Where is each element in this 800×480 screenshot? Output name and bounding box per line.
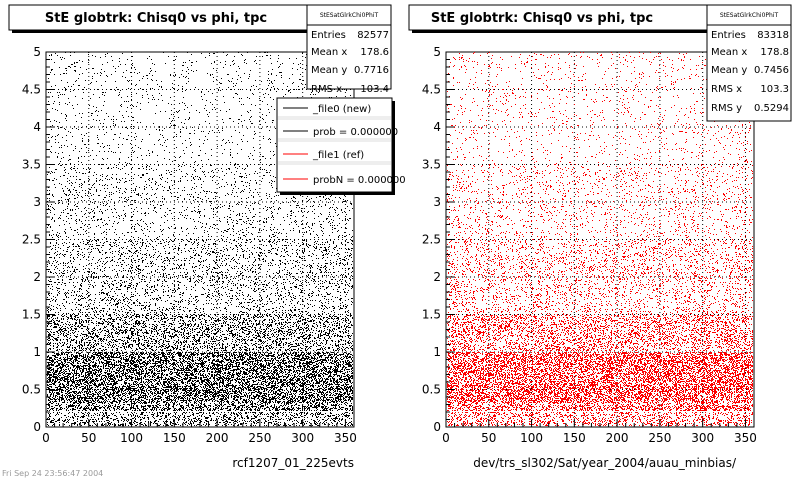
left-plot: 0 50 100 150 200 250 300 350 0 0.5 1 1.5 2 2.5 3 3.5 4 4.…: [22, 45, 357, 445]
left-stats-value-mean-x: 178.6: [360, 47, 389, 58]
left-stats-header: StESatGlrkChi0PhiT: [320, 12, 379, 19]
left-y-tick-label: 3.5: [22, 158, 41, 172]
right-x-tick-label: 250: [648, 431, 671, 445]
left-x-tick-label: 150: [163, 431, 186, 445]
left-y-tick-label: 2: [33, 270, 41, 284]
left-scatter-dots: [47, 52, 353, 426]
right-stats-label-rms-y: RMS y: [711, 103, 742, 114]
legend-entry-probn: probN = 0.000000: [313, 175, 406, 186]
right-y-tick-label: 2: [433, 270, 441, 284]
right-stats-header: StESatGlrkChi0PhiT: [720, 12, 779, 19]
left-axes: 0 50 100 150 200 250 300 350 0 0.5 1 1.5 2 2.5 3 3.5 4 4.…: [22, 45, 357, 445]
right-axes: 0 50 100 150 200 250 300 350 0 0.5 1 1.5 2 2.5 3 3.5 4 4.…: [422, 45, 757, 445]
right-x-tick-label: 150: [563, 431, 586, 445]
left-stats-value-entries: 82577: [357, 30, 389, 41]
right-y-tick-label: 1.5: [422, 308, 441, 322]
right-y-tick-label: 4.5: [422, 83, 441, 97]
right-y-tick-label: 1: [433, 345, 441, 359]
left-y-tick-label: 1: [33, 345, 41, 359]
left-stats-label-mean-y: Mean y: [311, 65, 347, 76]
left-y-tick-label: 5: [33, 45, 41, 59]
left-stats-value-mean-y: 0.7716: [354, 65, 389, 76]
left-y-tick-label: 0.5: [22, 383, 41, 397]
right-plot: 0 50 100 150 200 250 300 350 0 0.5 1 1.5 2 2.5 3 3.5 4 4.…: [422, 45, 757, 445]
right-y-tick-label: 0: [433, 420, 441, 434]
right-x-tick-label: 0: [442, 431, 450, 445]
right-x-tick-label: 350: [734, 431, 757, 445]
left-x-tick-label: 300: [291, 431, 314, 445]
legend-entry-prob: prob = 0.000000: [313, 127, 398, 138]
left-stats-label-rms-x: RMS x: [311, 84, 342, 95]
legend-entry-file1: _file1 (ref): [312, 150, 364, 161]
left-y-tick-label: 1.5: [22, 308, 41, 322]
right-chart-title: StE globtrk: Chisq0 vs phi, tpc: [431, 11, 653, 26]
legend-box: _file0 (new) prob = 0.000000 _file1 (ref…: [276, 97, 406, 195]
right-stats-label-entries: Entries: [711, 30, 746, 41]
left-x-tick-label: 100: [120, 431, 143, 445]
right-x-tick-label: 300: [691, 431, 714, 445]
right-panel: StE globtrk: Chisq0 vs phi, tpc 0 50 100 15…: [408, 4, 792, 470]
left-x-tick-label: 250: [248, 431, 271, 445]
right-y-tick-label: 3: [433, 195, 441, 209]
left-x-tick-label: 350: [334, 431, 357, 445]
right-stats-value-mean-x: 178.8: [760, 47, 789, 58]
right-x-tick-label: 50: [481, 431, 496, 445]
right-x-axis-label: dev/trs_sl302/Sat/year_2004/auau_minbias…: [473, 456, 737, 470]
legend-entry-file0: _file0 (new): [312, 104, 371, 115]
right-stats-label-mean-x: Mean x: [711, 47, 747, 58]
left-x-axis-label: rcf1207_01_225evts: [232, 456, 354, 470]
right-stats-value-mean-y: 0.7456: [754, 65, 789, 76]
right-stats-label-mean-y: Mean y: [711, 65, 747, 76]
right-y-tick-label: 2.5: [422, 233, 441, 247]
footer-timestamp: Fri Sep 24 23:56:47 2004: [2, 469, 103, 478]
left-x-tick-label: 50: [81, 431, 96, 445]
right-y-tick-label: 4: [433, 120, 441, 134]
right-stats-value-rms-y: 0.5294: [754, 103, 789, 114]
right-title-box: StE globtrk: Chisq0 vs phi, tpc: [408, 4, 710, 33]
right-y-tick-label: 3.5: [422, 158, 441, 172]
left-y-tick-label: 4: [33, 120, 41, 134]
right-stats-box: StESatGlrkChi0PhiT Entries 83318 Mean x …: [706, 4, 792, 122]
left-stats-label-mean-x: Mean x: [311, 47, 347, 58]
right-x-tick-label: 200: [606, 431, 629, 445]
right-stats-value-rms-x: 103.3: [760, 84, 789, 95]
left-x-tick-label: 0: [42, 431, 50, 445]
right-x-tick-label: 100: [520, 431, 543, 445]
right-y-tick-label: 0.5: [422, 383, 441, 397]
left-x-tick-label: 200: [206, 431, 229, 445]
right-stats-label-rms-x: RMS x: [711, 84, 742, 95]
left-y-tick-label: 3: [33, 195, 41, 209]
right-y-tick-label: 5: [433, 45, 441, 59]
left-panel: StE globtrk: Chisq0 vs phi, tpc 0 50 100 15…: [8, 4, 406, 470]
left-chart-title: StE globtrk: Chisq0 vs phi, tpc: [45, 11, 267, 26]
right-scatter-dots: [447, 52, 753, 426]
left-title-box: StE globtrk: Chisq0 vs phi, tpc: [8, 4, 310, 33]
left-y-tick-label: 2.5: [22, 233, 41, 247]
left-y-tick-label: 0: [33, 420, 41, 434]
left-stats-label-entries: Entries: [311, 30, 346, 41]
left-stats-value-rms-x: 103.4: [360, 84, 389, 95]
right-scatter-points: [447, 52, 753, 426]
left-scatter-points: [47, 52, 353, 426]
left-y-tick-label: 4.5: [22, 83, 41, 97]
left-stats-box: StESatGlrkChi0PhiT Entries 82577 Mean x …: [306, 4, 392, 95]
right-stats-value-entries: 83318: [757, 30, 789, 41]
